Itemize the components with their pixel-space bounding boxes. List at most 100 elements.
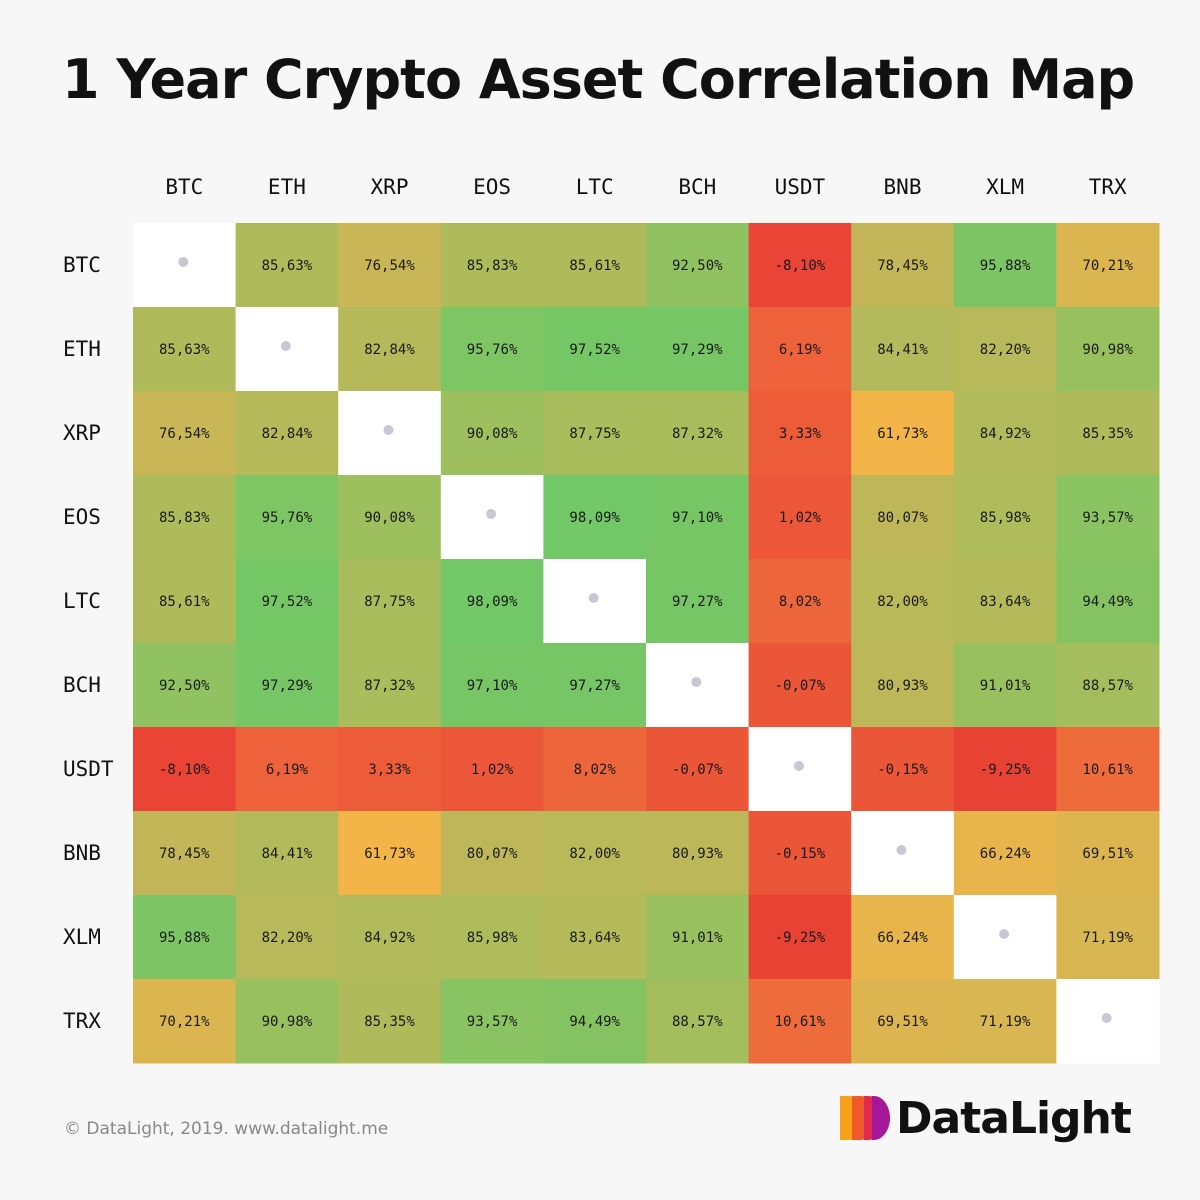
diagonal-dot-usdt-usdt xyxy=(793,761,804,771)
cell-value-xlm-bch: 91,01% xyxy=(672,930,723,946)
cell-value-trx-bch: 88,57% xyxy=(672,1014,723,1030)
cell-value-bch-eos: 97,10% xyxy=(467,678,518,694)
heatmap-cell-usdt-btc xyxy=(133,727,237,812)
column-label-eth: ETH xyxy=(268,175,306,199)
cell-value-xlm-usdt: -9,25% xyxy=(775,930,826,946)
cell-value-xrp-bnb: 61,73% xyxy=(877,426,928,442)
diagonal-dot-trx-trx xyxy=(1101,1013,1112,1023)
cell-value-usdt-eos: 1,02% xyxy=(471,762,514,778)
cell-value-bnb-xlm: 66,24% xyxy=(980,846,1031,862)
heatmap-cell-eth-usdt xyxy=(748,307,852,392)
cell-value-eth-xrp: 82,84% xyxy=(364,342,415,358)
cell-value-btc-xlm: 95,88% xyxy=(980,258,1031,274)
cell-value-bch-eth: 97,29% xyxy=(262,678,313,694)
cell-value-bch-xrp: 87,32% xyxy=(364,678,415,694)
column-label-trx: TRX xyxy=(1089,175,1127,199)
heatmap-cell-usdt-eos xyxy=(440,727,544,812)
heatmap-cell-eth-bnb xyxy=(851,307,955,392)
cell-value-eos-xlm: 85,98% xyxy=(980,510,1031,526)
heatmap-cell-bnb-xlm xyxy=(953,811,1057,896)
cell-value-ltc-bch: 97,27% xyxy=(672,594,723,610)
cell-value-ltc-btc: 85,61% xyxy=(159,594,210,610)
heatmap-cell-trx-bch xyxy=(646,979,750,1064)
cell-value-trx-ltc: 94,49% xyxy=(569,1014,620,1030)
heatmap-cell-eth-bch xyxy=(646,307,750,392)
diagonal-dot-eos-eos xyxy=(486,509,497,519)
cell-value-bnb-btc: 78,45% xyxy=(159,846,210,862)
heatmap-cell-usdt-bnb xyxy=(851,727,955,812)
page-title: 1 Year Crypto Asset Correlation Map xyxy=(62,48,1135,111)
cell-value-xrp-xlm: 84,92% xyxy=(980,426,1031,442)
cell-value-ltc-eth: 97,52% xyxy=(262,594,313,610)
row-label-xlm: XLM xyxy=(63,925,101,949)
heatmap-cell-eos-bch xyxy=(646,475,750,560)
diagonal-dot-bch-bch xyxy=(691,677,702,687)
heatmap-cell-btc-xlm xyxy=(953,223,1057,308)
cell-value-bch-bnb: 80,93% xyxy=(877,678,928,694)
heatmap-cell-btc-bch xyxy=(646,223,750,308)
heatmap-cell-btc-xrp xyxy=(338,223,442,308)
heatmap-cell-bch-xlm xyxy=(953,643,1057,728)
column-label-xrp: XRP xyxy=(371,175,409,199)
heatmap-cell-bnb-xrp xyxy=(338,811,442,896)
heatmap-cell-bch-eos xyxy=(440,643,544,728)
heatmap-cell-eth-xrp xyxy=(338,307,442,392)
cell-value-xlm-xrp: 84,92% xyxy=(364,930,415,946)
cell-value-eos-trx: 93,57% xyxy=(1082,510,1133,526)
heatmap-cell-ltc-usdt xyxy=(748,559,852,644)
heatmap-cell-trx-btc xyxy=(133,979,237,1064)
cell-value-eos-ltc: 98,09% xyxy=(569,510,620,526)
heatmap-cell-bnb-eth xyxy=(235,811,339,896)
heatmap-cell-eos-trx xyxy=(1056,475,1160,560)
heatmap-cell-trx-ltc xyxy=(543,979,647,1064)
heatmap-cell-trx-eth xyxy=(235,979,339,1064)
heatmap-cell-trx-bnb xyxy=(851,979,955,1064)
datalight-logo: DataLight xyxy=(838,1090,1132,1146)
cell-value-bnb-xrp: 61,73% xyxy=(364,846,415,862)
cell-value-xlm-eth: 82,20% xyxy=(262,930,313,946)
cell-value-eos-bch: 97,10% xyxy=(672,510,723,526)
heatmap-cell-bnb-eos xyxy=(440,811,544,896)
cell-value-ltc-bnb: 82,00% xyxy=(877,594,928,610)
heatmap-cell-ltc-eos xyxy=(440,559,544,644)
heatmap-cell-xrp-eos xyxy=(440,391,544,476)
heatmap-cell-btc-ltc xyxy=(543,223,647,308)
heatmap-cell-xlm-xrp xyxy=(338,895,442,980)
diagonal-dot-ltc-ltc xyxy=(588,593,599,603)
heatmap-cell-bch-eth xyxy=(235,643,339,728)
heatmap-cell-xlm-btc xyxy=(133,895,237,980)
cell-value-trx-eos: 93,57% xyxy=(467,1014,518,1030)
row-label-ltc: LTC xyxy=(63,589,101,613)
heatmap-cell-eos-ltc xyxy=(543,475,647,560)
heatmap-cell-xrp-bnb xyxy=(851,391,955,476)
heatmap-cell-eos-bnb xyxy=(851,475,955,560)
cell-value-bnb-usdt: -0,15% xyxy=(775,846,826,862)
heatmap-cell-usdt-trx xyxy=(1056,727,1160,812)
cell-value-xrp-usdt: 3,33% xyxy=(779,426,822,442)
cell-value-trx-xlm: 71,19% xyxy=(980,1014,1031,1030)
heatmap-cell-ltc-xlm xyxy=(953,559,1057,644)
cell-value-eth-btc: 85,63% xyxy=(159,342,210,358)
cell-value-xrp-bch: 87,32% xyxy=(672,426,723,442)
heatmap-cell-xrp-ltc xyxy=(543,391,647,476)
cell-value-bnb-eth: 84,41% xyxy=(262,846,313,862)
heatmap-cell-btc-eos xyxy=(440,223,544,308)
heatmap-cell-bnb-bch xyxy=(646,811,750,896)
heatmap-cell-btc-eth xyxy=(235,223,339,308)
cell-value-btc-bch: 92,50% xyxy=(672,258,723,274)
cell-value-bch-btc: 92,50% xyxy=(159,678,210,694)
cell-value-btc-eos: 85,83% xyxy=(467,258,518,274)
cell-value-eth-xlm: 82,20% xyxy=(980,342,1031,358)
cell-value-eos-btc: 85,83% xyxy=(159,510,210,526)
heatmap-cell-bch-bnb xyxy=(851,643,955,728)
heatmap-cell-usdt-ltc xyxy=(543,727,647,812)
heatmap-cell-xlm-usdt xyxy=(748,895,852,980)
cell-value-eth-bch: 97,29% xyxy=(672,342,723,358)
column-label-usdt: USDT xyxy=(775,175,826,199)
heatmap-cell-eos-eth xyxy=(235,475,339,560)
heatmap-cell-eth-xlm xyxy=(953,307,1057,392)
heatmap-cell-xrp-trx xyxy=(1056,391,1160,476)
column-label-ltc: LTC xyxy=(576,175,614,199)
diagonal-dot-eth-eth xyxy=(280,341,291,351)
